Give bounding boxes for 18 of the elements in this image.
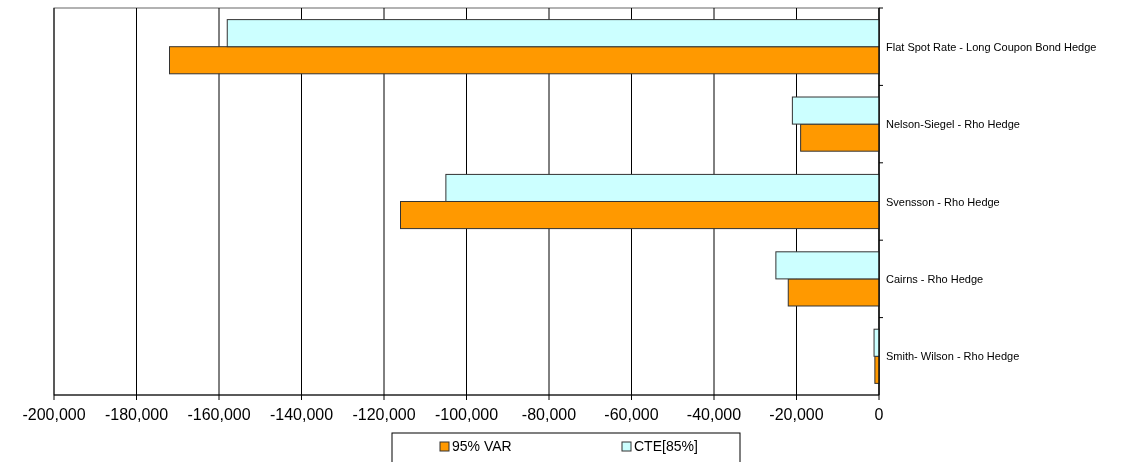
y-tick-label: Cairns - Rho Hedge bbox=[886, 272, 984, 285]
x-tick-label: -40,000 bbox=[686, 406, 742, 423]
y-tick-label: Nelson-Siegel - Rho Hedge bbox=[886, 118, 1020, 131]
legend-label: CTE[85%] bbox=[634, 438, 698, 454]
x-tick-label: -80,000 bbox=[521, 406, 577, 423]
x-tick-label: -140,000 bbox=[269, 406, 334, 423]
x-tick-label: -200,000 bbox=[22, 406, 86, 423]
y-tick-label: Svensson - Rho Hedge bbox=[886, 195, 1000, 208]
x-tick-label: -60,000 bbox=[604, 406, 659, 423]
x-tick-label: -160,000 bbox=[187, 406, 251, 423]
legend-label: 95% VAR bbox=[452, 438, 512, 454]
x-tick-label: -20,000 bbox=[769, 406, 824, 423]
x-tick-label: 0 bbox=[874, 406, 884, 423]
y-tick-label: Flat Spot Rate - Long Coupon Bond Hedge bbox=[886, 40, 1097, 53]
x-tick-label: -180,000 bbox=[104, 406, 169, 423]
y-tick-label: Smith- Wilson - Rho Hedge bbox=[886, 350, 1020, 363]
x-tick-label: -100,000 bbox=[434, 406, 499, 423]
x-tick-label: -120,000 bbox=[352, 406, 416, 423]
